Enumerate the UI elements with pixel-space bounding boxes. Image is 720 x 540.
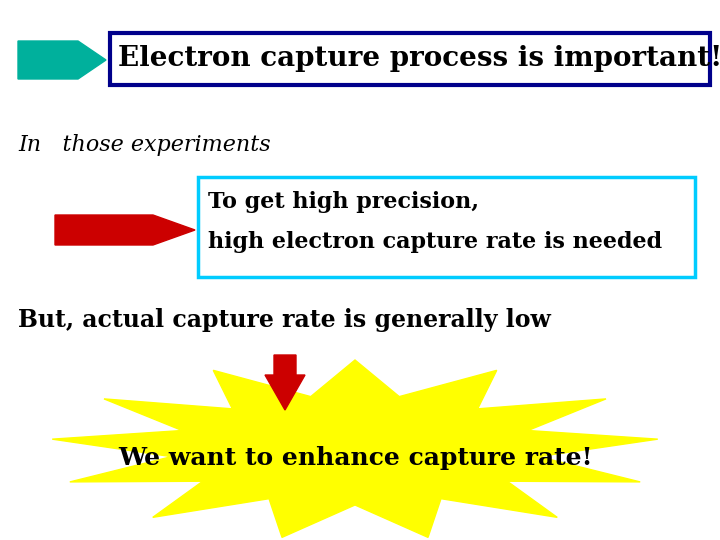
Text: In   those experiments: In those experiments xyxy=(18,134,271,156)
FancyArrow shape xyxy=(55,215,195,245)
Text: We want to enhance capture rate!: We want to enhance capture rate! xyxy=(118,446,593,470)
Text: But, actual capture rate is generally low: But, actual capture rate is generally lo… xyxy=(18,308,551,332)
Polygon shape xyxy=(53,360,658,537)
Text: To get high precision,: To get high precision, xyxy=(208,191,479,213)
Text: high electron capture rate is needed: high electron capture rate is needed xyxy=(208,231,662,253)
Text: Electron capture process is important!: Electron capture process is important! xyxy=(118,45,720,72)
FancyArrow shape xyxy=(18,41,106,79)
FancyBboxPatch shape xyxy=(198,177,695,277)
FancyBboxPatch shape xyxy=(110,33,710,85)
FancyArrow shape xyxy=(265,355,305,410)
